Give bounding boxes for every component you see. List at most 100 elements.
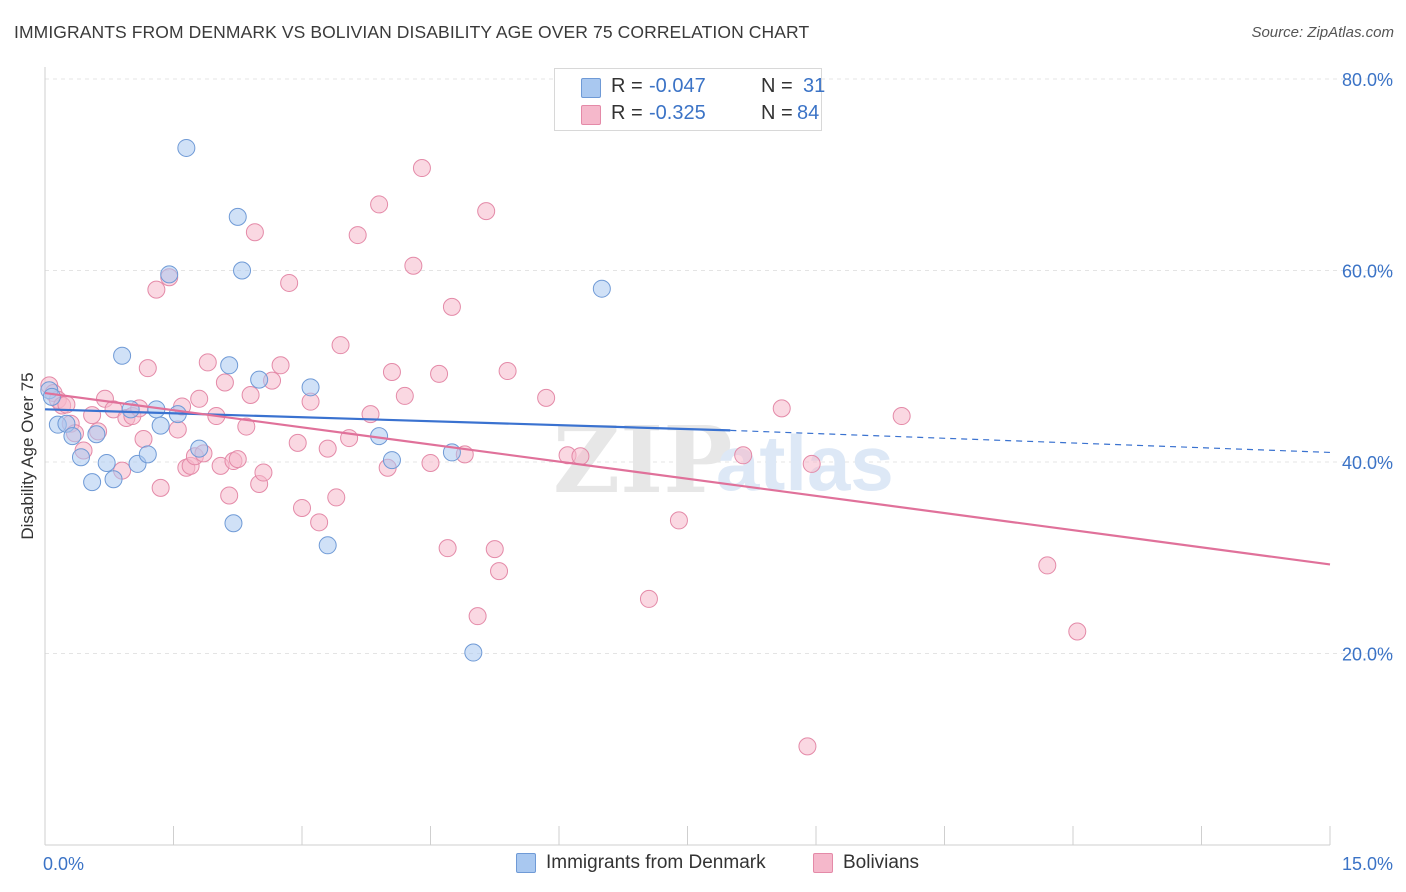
denmark-point	[220, 356, 239, 375]
bolivian-point	[293, 498, 311, 517]
bolivian-point	[490, 562, 509, 581]
n-value: 31	[803, 75, 826, 97]
denmark-point	[301, 378, 320, 397]
bolivian-point	[442, 297, 461, 316]
bolivian-point	[348, 226, 367, 245]
denmark-point	[464, 643, 483, 662]
n-label: N =	[761, 75, 793, 97]
r-value: -0.325	[649, 102, 706, 124]
denmark-point	[63, 427, 82, 446]
bolivian-point	[147, 280, 166, 299]
bolivian-point	[134, 430, 153, 449]
bolivian-point	[310, 513, 329, 532]
bolivian-point	[669, 511, 688, 530]
bolivian-point	[395, 386, 414, 405]
denmark-point	[42, 387, 61, 406]
bolivian-point	[430, 364, 449, 383]
denmark-point	[382, 451, 401, 470]
bolivian-point	[228, 450, 247, 469]
bolivian-point	[1068, 622, 1087, 641]
bolivian-point	[639, 589, 658, 608]
bolivian-point	[734, 446, 753, 465]
bolivian-point	[892, 407, 911, 426]
bolivian-point	[802, 454, 821, 473]
denmark-legend-swatch	[516, 853, 536, 873]
denmark-point	[71, 448, 90, 467]
denmark-point	[233, 261, 252, 280]
y-tick-label: 80.0%	[1342, 70, 1393, 90]
bolivian-point	[254, 463, 273, 482]
y-tick-label: 60.0%	[1342, 262, 1393, 282]
bolivian-point	[404, 256, 423, 275]
bolivian-point	[412, 159, 431, 178]
bolivian-point	[271, 356, 290, 375]
bolivian-point	[138, 359, 157, 378]
bolivian-point	[245, 223, 264, 242]
bolivian-point	[798, 737, 817, 756]
bolivian-swatch	[581, 105, 601, 125]
bolivian-point	[421, 453, 440, 472]
denmark-point	[87, 425, 106, 444]
stats-legend: R = -0.047 N = 31 R = -0.325 N = 84	[554, 68, 826, 131]
bolivian-point	[190, 389, 209, 408]
denmark-trend-line	[44, 408, 731, 432]
denmark-legend-label: Immigrants from Denmark	[546, 852, 766, 873]
bolivian-point	[571, 447, 590, 466]
y-axis-label: Disability Age Over 75	[18, 372, 37, 540]
denmark-swatch	[581, 78, 601, 98]
bolivian-point	[168, 420, 187, 439]
bolivian-point	[280, 273, 299, 292]
bolivian-point	[370, 195, 389, 214]
bolivian-point	[382, 362, 401, 381]
bolivian-legend-label: Bolivians	[843, 852, 920, 873]
denmark-point	[190, 439, 209, 458]
n-value: 84	[797, 102, 820, 124]
bolivian-trend-line	[44, 391, 1331, 566]
denmark-point	[228, 207, 247, 226]
bolivian-point	[318, 439, 337, 458]
bolivian-point	[288, 433, 307, 452]
bolivian-point	[237, 417, 256, 436]
y-tick-label: 20.0%	[1342, 645, 1393, 665]
denmark-trend-extension	[730, 429, 1331, 454]
denmark-point	[224, 514, 243, 533]
denmark-point	[138, 445, 157, 464]
bolivian-point	[220, 486, 239, 505]
bolivian-point	[241, 385, 260, 404]
bolivian-point	[198, 353, 217, 372]
bolivian-point	[537, 388, 556, 407]
denmark-point	[97, 453, 116, 472]
denmark-point	[250, 370, 269, 389]
r-label: R =	[611, 75, 643, 97]
denmark-point	[592, 279, 611, 298]
bolivian-point	[331, 336, 350, 355]
denmark-point	[151, 416, 170, 435]
bolivian-point	[215, 373, 234, 392]
bolivian-point	[498, 362, 517, 381]
bolivian-point	[485, 540, 504, 559]
bolivian-point	[438, 539, 457, 558]
bolivian-point	[477, 202, 496, 221]
chart-title: IMMIGRANTS FROM DENMARK VS BOLIVIAN DISA…	[14, 22, 810, 42]
denmark-point	[113, 346, 132, 365]
r-label: R =	[611, 102, 643, 124]
bolivian-point	[1038, 556, 1057, 575]
y-tick-label: 40.0%	[1342, 453, 1393, 473]
denmark-point	[83, 473, 102, 492]
bolivian-point	[772, 399, 791, 418]
bolivian-point	[83, 406, 102, 425]
bolivian-point	[327, 488, 346, 507]
denmark-point	[104, 470, 123, 489]
denmark-point	[160, 265, 179, 284]
source-credit: Source: ZipAtlas.com	[1251, 24, 1394, 41]
bolivian-legend-swatch	[813, 853, 833, 873]
denmark-point	[318, 536, 337, 555]
n-label: N =	[761, 102, 793, 124]
bolivian-point	[468, 607, 487, 626]
bolivian-point	[151, 478, 170, 497]
r-value: -0.047	[649, 75, 706, 97]
denmark-point	[177, 138, 196, 157]
x-tick-label-max: 15.0%	[1342, 854, 1393, 874]
x-tick-label-min: 0.0%	[43, 854, 84, 874]
